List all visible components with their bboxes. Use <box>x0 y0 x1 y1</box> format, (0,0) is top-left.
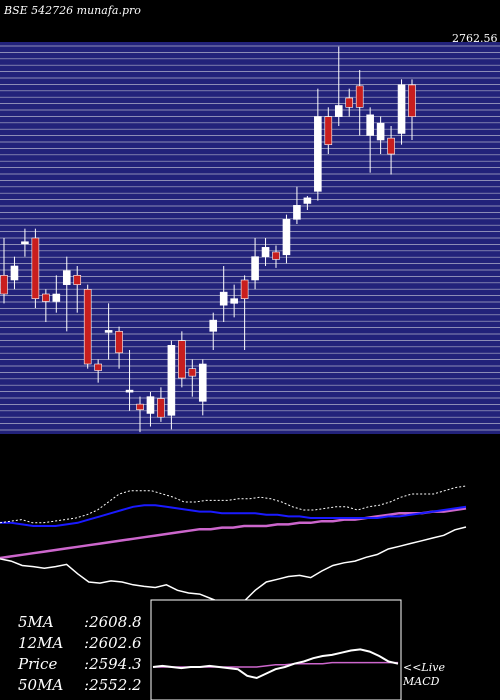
candle-down <box>42 293 50 302</box>
candle-up <box>146 396 155 414</box>
candle-down <box>240 279 249 299</box>
ma-value: 2594.3 <box>89 655 142 673</box>
candle-down <box>408 84 416 117</box>
macd-label: MACD <box>403 675 440 688</box>
candle-up <box>261 247 270 257</box>
candle-up <box>125 389 134 393</box>
ma-long-line <box>0 507 467 560</box>
candle-up <box>62 270 71 285</box>
ma-row-50: 50MA: 2552.2 <box>18 676 142 694</box>
candle-down <box>345 97 354 108</box>
candle-down <box>387 137 395 155</box>
candle-up <box>167 345 176 416</box>
y-axis-top-label: 2762.56 <box>452 32 498 45</box>
candle-down <box>188 368 197 377</box>
chart-header: BSE 542726 munafa.pro <box>4 4 141 17</box>
candle-down <box>178 340 186 379</box>
candle-down <box>73 275 82 285</box>
candle-down <box>115 331 123 354</box>
candle-up <box>209 319 218 332</box>
ma-key: 12MA <box>18 634 64 652</box>
live-macd-link[interactable]: <<Live MACD <box>403 661 445 689</box>
scrip-code: 542726 <box>31 4 74 17</box>
candle-down <box>31 237 40 299</box>
ma-value: 2602.6 <box>89 634 142 652</box>
candle-down <box>94 363 102 371</box>
candle-up <box>21 241 29 245</box>
candle-up <box>198 363 207 402</box>
candle-up <box>219 291 228 306</box>
candle-up <box>10 265 19 281</box>
ma-row-5: 5MA: 2608.8 <box>18 613 142 631</box>
candle-down <box>136 403 144 411</box>
candle-down <box>355 85 364 108</box>
candle-down <box>0 275 8 295</box>
candle-up <box>52 293 61 302</box>
live-label: <<Live <box>403 661 445 674</box>
candle-down <box>324 116 333 145</box>
ma-key: 50MA <box>18 676 64 694</box>
candle-up <box>334 105 343 117</box>
candle-up <box>314 116 322 192</box>
exchange-label: BSE <box>4 4 28 17</box>
ma-mid-line <box>0 504 467 527</box>
ma-value: 2608.8 <box>89 613 142 631</box>
candle-up <box>366 114 374 136</box>
site-label: munafa.pro <box>76 4 141 17</box>
macd-line <box>152 648 399 680</box>
candle-up <box>293 205 301 220</box>
ma-row-price: Price: 2594.3 <box>18 655 142 673</box>
candle-up <box>230 298 238 304</box>
candle-up <box>397 84 406 134</box>
candle-up <box>303 197 312 204</box>
ma-key: Price <box>18 655 58 673</box>
candle-up <box>282 219 291 256</box>
candle-up <box>251 256 259 281</box>
ma-row-12: 12MA: 2602.6 <box>18 634 142 652</box>
ma-value: 2552.2 <box>89 676 142 694</box>
moving-average-readout: 5MA: 2608.8 12MA: 2602.6 Price: 2594.3 5… <box>0 612 150 696</box>
momentum-line <box>0 526 467 605</box>
candle-up <box>104 330 113 333</box>
candle-down <box>157 398 165 418</box>
candle-down <box>272 251 280 260</box>
ma-key: 5MA <box>18 613 54 631</box>
candle-up <box>376 122 385 141</box>
candle-down <box>83 289 92 365</box>
